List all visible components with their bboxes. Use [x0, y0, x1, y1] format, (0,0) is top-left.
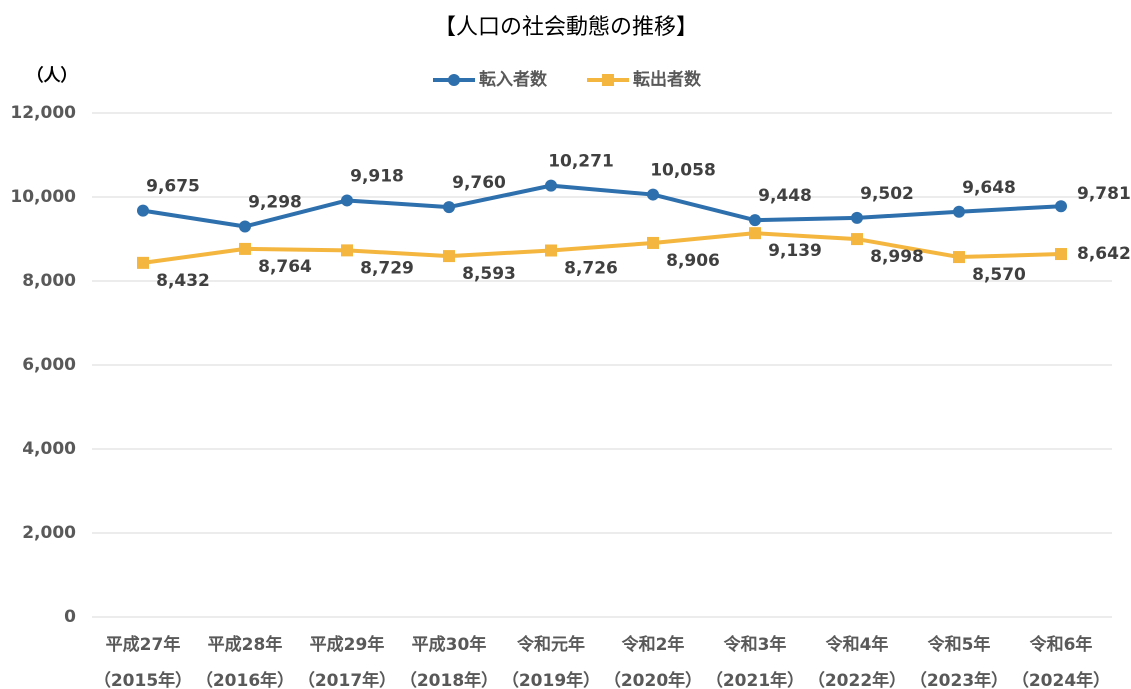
marker [1055, 200, 1067, 213]
x-tick-line: 令和2年 [622, 634, 685, 655]
x-tick-line: （2023年） [910, 670, 1008, 689]
x-tick-label: 平成28年 （2016年） [196, 634, 294, 689]
y-axis-label: （人） [27, 65, 78, 86]
marker [341, 244, 353, 257]
marker [749, 214, 761, 227]
x-tick-label: 令和6年 （2024年） [1012, 634, 1110, 689]
value-label: 8,432 [156, 271, 210, 291]
x-tick-line: （2019年） [502, 670, 600, 689]
x-tick-line: 令和6年 [1030, 634, 1093, 655]
value-label: 8,593 [462, 264, 516, 284]
value-label: 9,648 [962, 178, 1016, 198]
x-tick-line: （2024年） [1012, 670, 1110, 689]
value-label: 8,998 [870, 247, 924, 267]
marker [137, 256, 149, 269]
x-tick-label: 令和4年 （2022年） [808, 634, 906, 689]
x-tick-line: （2021年） [706, 670, 804, 689]
x-tick-line: （2016年） [196, 670, 294, 689]
value-label: 9,675 [146, 177, 200, 197]
marker [1055, 248, 1067, 261]
y-tick-label: 8,000 [22, 271, 76, 291]
x-tick-label: 令和5年 （2023年） [910, 634, 1008, 689]
x-tick-label: 平成27年 （2015年） [94, 634, 192, 689]
marker [851, 211, 863, 224]
x-tick-line: 平成28年 [208, 634, 283, 655]
legend-label: 転出者数 [633, 69, 702, 90]
value-label: 9,139 [768, 241, 822, 261]
x-tick-line: （2022年） [808, 670, 906, 689]
x-tick-line: 令和4年 [826, 634, 889, 655]
value-label: 8,729 [360, 258, 414, 278]
x-tick-line: 令和3年 [724, 634, 787, 655]
value-label: 8,642 [1077, 244, 1131, 264]
marker [545, 244, 557, 257]
value-label: 8,906 [666, 251, 720, 271]
marker [953, 251, 965, 264]
marker [545, 179, 557, 192]
value-label: 8,726 [564, 259, 618, 279]
value-label: 9,918 [350, 166, 404, 186]
marker [749, 227, 761, 240]
value-label: 8,764 [258, 257, 312, 277]
y-tick-label: 6,000 [22, 355, 76, 375]
x-tick-line: （2020年） [604, 670, 702, 689]
marker [137, 204, 149, 217]
value-label: 10,058 [650, 161, 716, 181]
x-tick-line: 平成30年 [412, 634, 487, 655]
y-tick-label: 4,000 [22, 439, 76, 459]
marker [953, 205, 965, 218]
x-tick-label: 令和元年 （2019年） [502, 634, 600, 689]
series-line [142, 231, 1062, 265]
x-tick-label: 平成29年 （2017年） [298, 634, 396, 689]
y-tick-label: 12,000 [10, 103, 76, 123]
marker [647, 188, 659, 201]
marker [443, 201, 455, 214]
value-label: 10,271 [548, 152, 614, 172]
x-tick-line: （2017年） [298, 670, 396, 689]
x-tick-line: 平成27年 [106, 634, 181, 655]
legend-label: 転入者数 [479, 69, 548, 90]
value-label: 9,502 [860, 184, 914, 204]
value-label: 8,570 [972, 265, 1026, 285]
x-tick-line: （2015年） [94, 670, 192, 689]
chart-title: 【人口の社会動態の推移】 [434, 15, 698, 40]
y-tick-label: 2,000 [22, 523, 76, 543]
x-tick-label: 令和3年 （2021年） [706, 634, 804, 689]
x-tick-line: 平成29年 [310, 634, 385, 655]
x-tick-line: （2018年） [400, 670, 498, 689]
series-line [142, 183, 1062, 229]
y-tick-label: 0 [64, 607, 76, 627]
value-label: 9,760 [452, 173, 506, 193]
legend-marker [448, 74, 460, 86]
marker [239, 220, 251, 233]
marker [647, 236, 659, 249]
marker [443, 250, 455, 263]
value-label: 9,781 [1077, 184, 1131, 204]
marker [239, 242, 251, 255]
x-tick-line: 令和元年 [517, 634, 585, 655]
marker [341, 194, 353, 207]
x-tick-label: 令和2年 （2020年） [604, 634, 702, 689]
value-label: 9,298 [248, 192, 302, 212]
legend-marker [602, 74, 614, 86]
y-tick-label: 10,000 [10, 187, 76, 207]
marker [851, 233, 863, 246]
x-tick-line: 令和5年 [928, 634, 991, 655]
x-tick-label: 平成30年 （2018年） [400, 634, 498, 689]
value-label: 9,448 [758, 186, 812, 206]
